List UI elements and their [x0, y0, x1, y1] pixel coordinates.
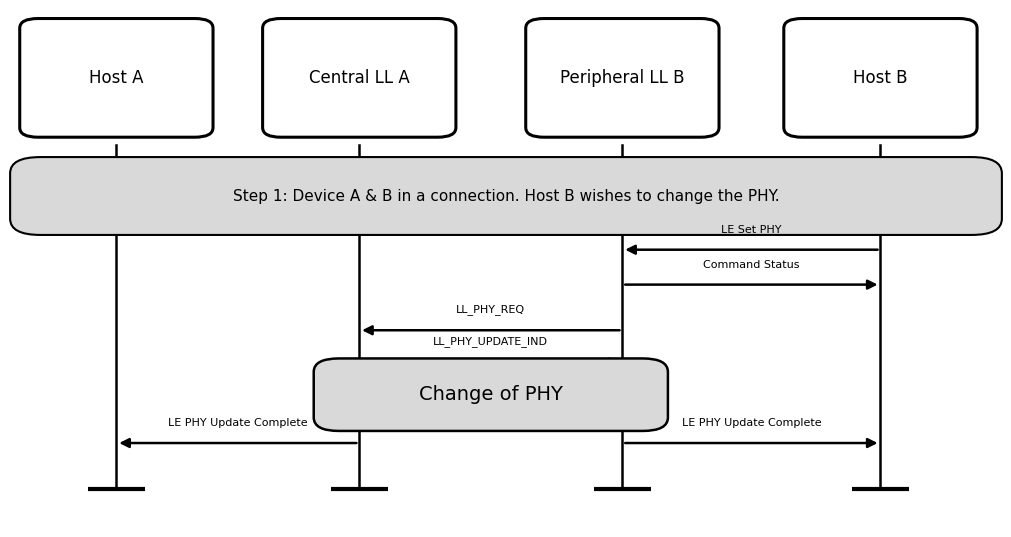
Text: Host A: Host A [89, 69, 144, 87]
FancyBboxPatch shape [20, 19, 213, 137]
FancyBboxPatch shape [313, 359, 667, 431]
Text: Step 1: Device A & B in a connection. Host B wishes to change the PHY.: Step 1: Device A & B in a connection. Ho… [233, 188, 778, 204]
Text: Change of PHY: Change of PHY [419, 385, 562, 404]
Text: LE PHY Update Complete: LE PHY Update Complete [168, 418, 307, 428]
FancyBboxPatch shape [783, 19, 977, 137]
FancyBboxPatch shape [10, 157, 1001, 235]
Text: Host B: Host B [852, 69, 907, 87]
FancyBboxPatch shape [526, 19, 718, 137]
Text: LE Set PHY: LE Set PHY [721, 224, 780, 235]
FancyBboxPatch shape [262, 19, 455, 137]
Text: LL_PHY_UPDATE_IND: LL_PHY_UPDATE_IND [433, 337, 548, 347]
Text: LL_PHY_REQ: LL_PHY_REQ [456, 304, 525, 315]
Text: LE PHY Update Complete: LE PHY Update Complete [681, 418, 820, 428]
Text: Peripheral LL B: Peripheral LL B [559, 69, 684, 87]
Text: Command Status: Command Status [703, 259, 799, 270]
Text: Central LL A: Central LL A [308, 69, 409, 87]
